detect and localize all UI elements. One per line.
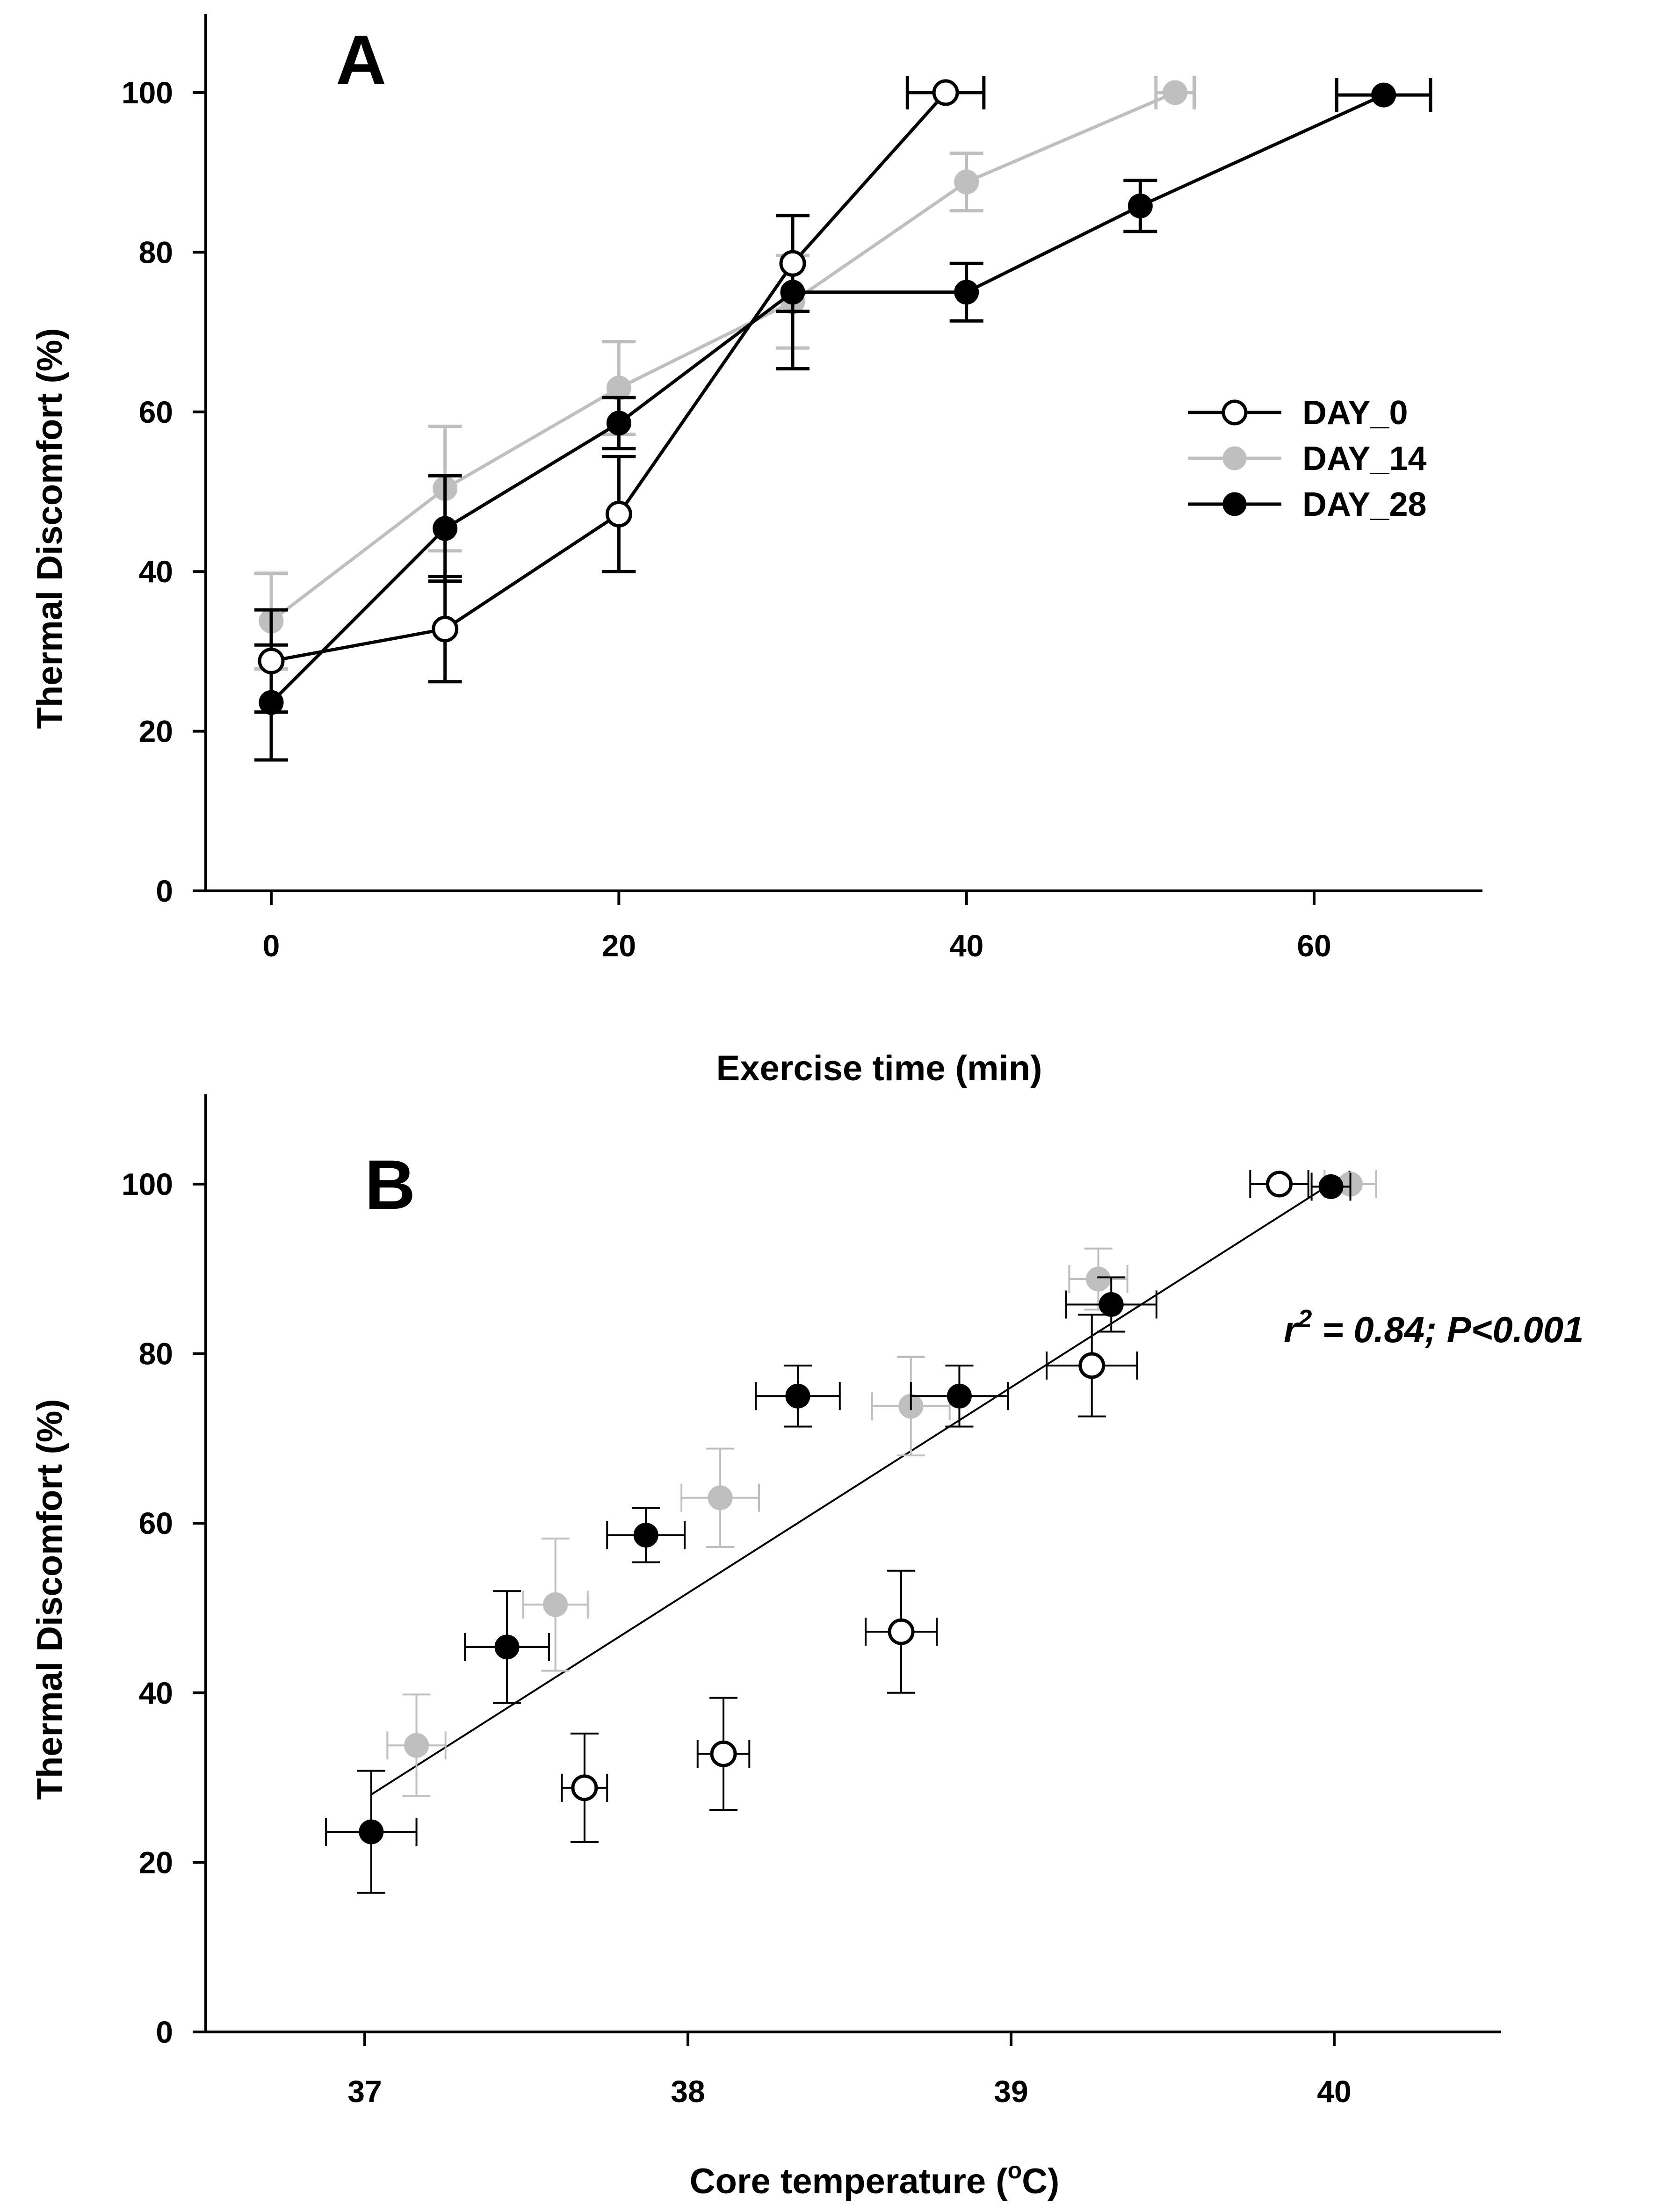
data-point	[633, 1523, 658, 1548]
b-y-tick-label: 40	[139, 1676, 173, 1710]
data-point	[954, 169, 979, 195]
b-x-tick-label: 39	[994, 2074, 1028, 2109]
data-point	[1163, 80, 1188, 105]
a-x-tick-label: 0	[263, 928, 280, 963]
panel-b-y-axis-title: Thermal Discomfort (%)	[30, 1399, 70, 1800]
a-x-tick-label: 40	[949, 928, 983, 963]
legend-marker	[1222, 492, 1247, 516]
b-x-tick-label: 37	[347, 2074, 382, 2109]
panel-a-label: A	[336, 21, 386, 99]
a-y-tick-label: 0	[156, 874, 173, 908]
panel-a-plot: 0 20 40 60 80 100 0 20 40 60 DAY_0 DAY_14 DAY_28	[122, 14, 1482, 963]
annotation-r: r	[1284, 1309, 1300, 1350]
b-y-tick-label: 20	[139, 1845, 173, 1879]
data-point	[433, 516, 458, 541]
data-point	[1128, 193, 1153, 218]
data-point	[1099, 1292, 1124, 1317]
data-point	[1078, 1352, 1106, 1379]
a-y-tick-label: 80	[139, 235, 173, 269]
regression-line	[370, 1171, 1351, 1796]
a-y-tick-label: 20	[139, 714, 173, 749]
a-y-tick-label: 40	[139, 554, 173, 589]
legend-label: DAY_28	[1302, 486, 1427, 523]
a-y-tick-label: 100	[122, 75, 173, 110]
data-point	[1371, 82, 1396, 108]
series-line	[270, 93, 1385, 704]
data-point	[779, 250, 806, 277]
legend-item-day-0: DAY_0	[1188, 394, 1408, 432]
legend-item-day-28: DAY_28	[1188, 486, 1427, 523]
data-point	[954, 280, 979, 305]
a-series-day-28	[254, 78, 1432, 762]
panel-b-x-axis-title-end: C)	[1022, 2161, 1059, 2201]
b-y-tick-label: 80	[139, 1337, 173, 1371]
data-point	[888, 1618, 915, 1645]
data-point	[543, 1592, 568, 1617]
panel-a-y-axis-title: Thermal Discomfort (%)	[30, 328, 70, 729]
data-point	[258, 647, 285, 674]
panel-b-label: B	[365, 1145, 415, 1224]
data-point	[605, 500, 632, 528]
data-point	[404, 1733, 429, 1758]
legend-item-day-14: DAY_14	[1188, 440, 1427, 477]
panel-b-x-axis-title-main: Core temperature (	[690, 2161, 1008, 2201]
a-y-tick-label: 60	[139, 395, 173, 429]
series-line	[270, 91, 1176, 622]
data-point	[432, 615, 459, 643]
data-point	[947, 1383, 972, 1409]
data-point	[932, 79, 959, 106]
legend-label: DAY_0	[1302, 394, 1408, 432]
panel-b-plot: 0 20 40 60 80 100 37 38 39 40	[122, 1094, 1501, 2109]
b-y-tick-label: 60	[139, 1506, 173, 1540]
legend-marker	[1222, 446, 1247, 470]
b-series-day-28	[325, 1172, 1352, 1894]
legend-label: DAY_14	[1302, 440, 1427, 477]
panel-b-x-axis-title-sup: o	[1008, 2157, 1022, 2183]
panel-a-x-axis-title: Exercise time (min)	[716, 1048, 1042, 1088]
a-x-tick-label: 20	[602, 928, 636, 963]
regression-annotation: r2 = 0.84; P<0.001	[1284, 1305, 1584, 1350]
data-point	[785, 1383, 810, 1409]
data-point	[710, 1740, 737, 1767]
a-series-day-0	[254, 76, 986, 714]
data-point	[1086, 1266, 1111, 1292]
b-x-tick-label: 40	[1317, 2074, 1351, 2109]
data-point	[494, 1634, 520, 1660]
data-point	[1266, 1171, 1293, 1198]
data-point	[606, 411, 631, 436]
data-point	[571, 1774, 598, 1801]
series-line	[271, 91, 947, 663]
b-x-tick-label: 38	[671, 2074, 705, 2109]
b-series-day-0	[561, 1170, 1309, 1843]
data-point	[708, 1485, 733, 1511]
b-series-day-14	[386, 1170, 1377, 1797]
annotation-r-sup: 2	[1297, 1305, 1312, 1333]
data-point	[1318, 1174, 1344, 1199]
b-y-tick-label: 100	[122, 1167, 173, 1201]
data-point	[359, 1819, 384, 1844]
panel-b-x-axis-title: Core temperature (oC)	[690, 2157, 1060, 2201]
annotation-text: = 0.84; P<0.001	[1312, 1309, 1583, 1350]
legend-marker	[1222, 399, 1248, 426]
a-x-tick-label: 60	[1297, 928, 1331, 963]
b-y-tick-label: 0	[156, 2015, 173, 2049]
